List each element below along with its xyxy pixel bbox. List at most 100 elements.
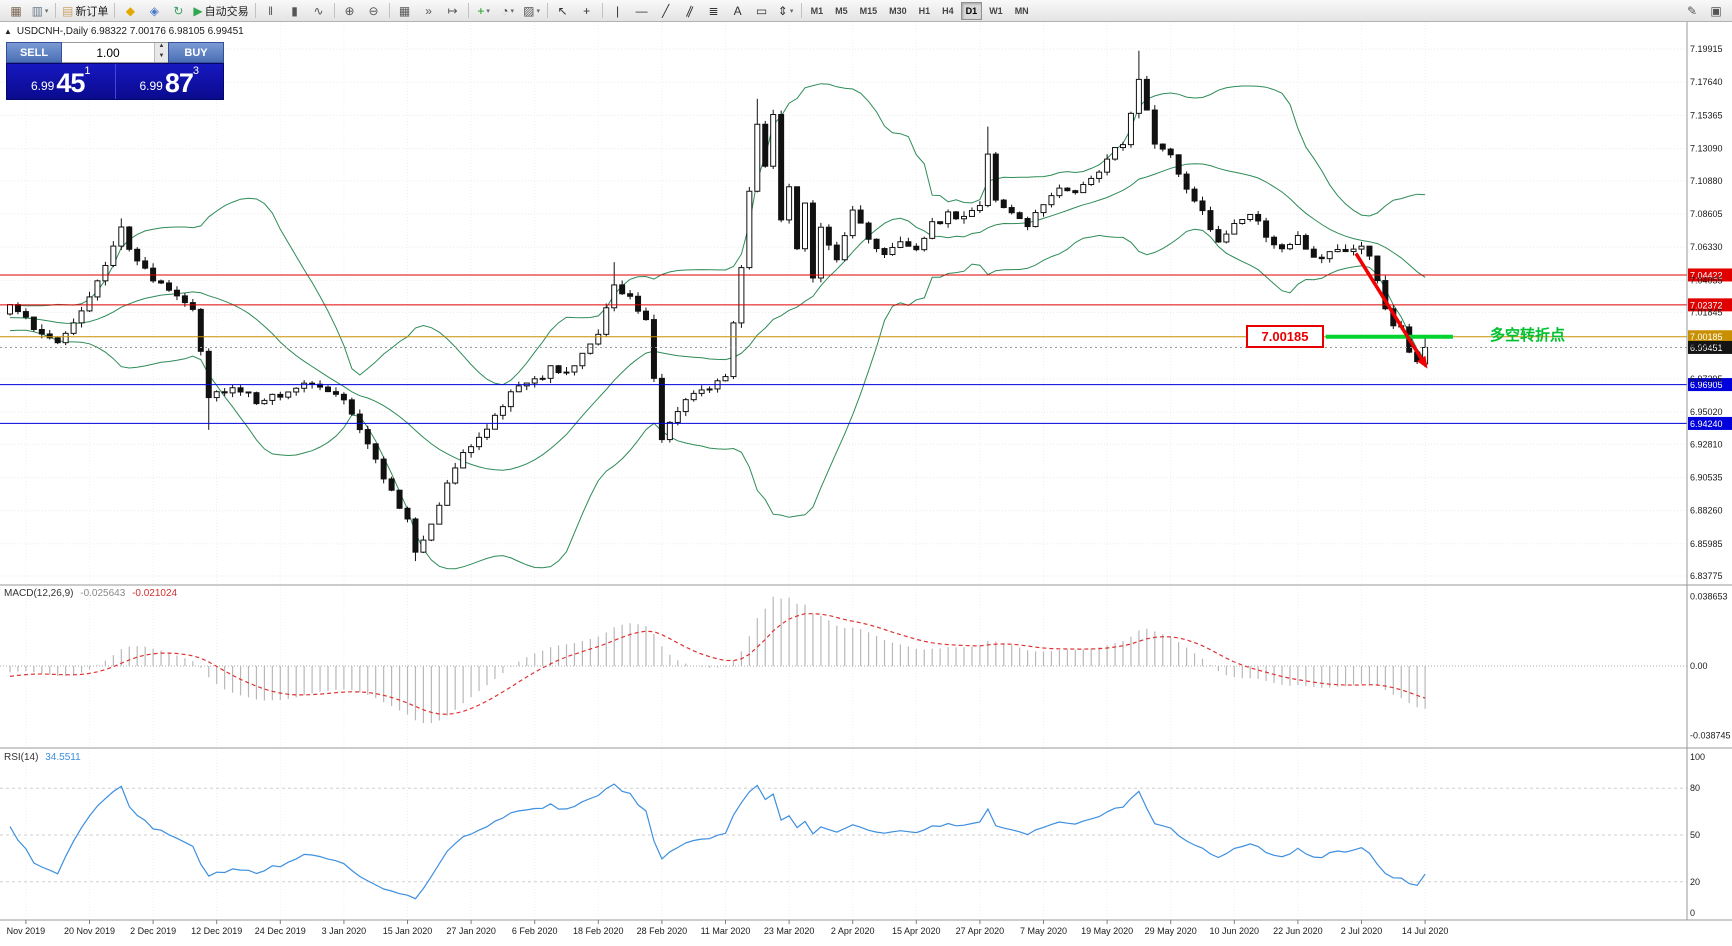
toolbar-separator: [114, 3, 116, 18]
timeframe-w1[interactable]: W1: [989, 5, 1003, 16]
svg-text:2 Jul 2020: 2 Jul 2020: [1341, 926, 1383, 936]
lot-decrease-button[interactable]: ▼: [155, 52, 168, 62]
price-annotation-label[interactable]: 7.00185: [1246, 325, 1324, 348]
new-order-button[interactable]: ▤ 新订单: [59, 1, 111, 21]
options-icon[interactable]: ◈: [142, 1, 166, 21]
auto-trading-button-label: 自动交易: [204, 5, 249, 18]
profiles-icon[interactable]: ▥ ▾: [28, 1, 52, 21]
svg-text:2 Dec 2019: 2 Dec 2019: [130, 926, 176, 936]
auto-scroll-icon[interactable]: »: [417, 1, 441, 21]
svg-text:15 Jan 2020: 15 Jan 2020: [383, 926, 433, 936]
annotations: [1325, 252, 1453, 369]
templates-icon[interactable]: ▨ ▾: [520, 1, 544, 21]
timeframe-bar: M1 M5 M15 M30 H1 H4 D1 W1 MN: [805, 0, 1035, 22]
svg-text:0.00: 0.00: [1690, 661, 1708, 671]
periods-icon: ◔: [501, 3, 509, 18]
timeframe-h4[interactable]: H4: [942, 5, 954, 16]
vertical-line-icon[interactable]: |: [606, 1, 630, 21]
fibonacci-icon: ≣: [708, 3, 719, 18]
chevron-down-icon: ▾: [536, 7, 540, 15]
timeframe-m30[interactable]: M30: [889, 5, 907, 16]
svg-text:7 May 2020: 7 May 2020: [1020, 926, 1067, 936]
new-chart-icon[interactable]: ▦: [4, 1, 28, 21]
new-order-button: ▤: [62, 3, 74, 18]
buy-price[interactable]: 6.99 87 3: [116, 64, 224, 99]
sell-price[interactable]: 6.99 45 1: [7, 64, 116, 99]
svg-text:7.17640: 7.17640: [1690, 77, 1723, 87]
tile-windows-icon[interactable]: ▦: [393, 1, 417, 21]
auto-trading-button[interactable]: ▶ 自动交易: [190, 1, 251, 21]
arrows-icon: ⇕: [777, 3, 788, 18]
timeframe-h1[interactable]: H1: [918, 5, 931, 16]
svg-text:29 May 2020: 29 May 2020: [1145, 926, 1197, 936]
metaeditor-icon[interactable]: ◆: [118, 1, 142, 21]
line-chart-icon: ∿: [313, 3, 324, 18]
zoom-out-icon[interactable]: ⊖: [362, 1, 386, 21]
collapse-panel-icon[interactable]: ▲: [4, 27, 12, 36]
line-chart-icon[interactable]: ∿: [307, 1, 331, 21]
svg-text:7.01845: 7.01845: [1690, 308, 1723, 318]
indicators-icon[interactable]: + ▾: [472, 1, 496, 21]
svg-text:24 Dec 2019: 24 Dec 2019: [255, 926, 306, 936]
trendline-icon[interactable]: ╱: [654, 1, 678, 21]
timeframe-m15[interactable]: M15: [859, 5, 878, 16]
svg-text:23 Mar 2020: 23 Mar 2020: [764, 926, 815, 936]
metaeditor-icon: ◆: [125, 3, 135, 18]
time-axis[interactable]: Nov 2019 20 Nov 2019 2 Dec 2019 12 Dec 2019…: [7, 920, 1449, 936]
zoom-in-icon[interactable]: ⊕: [338, 1, 362, 21]
price-axis[interactable]: 7.19915 7.17640 7.15365 7.13090 7.10880 7.086…: [1690, 44, 1731, 918]
svg-text:6.94240: 6.94240: [1690, 419, 1723, 429]
chart-shift-icon[interactable]: ↦: [441, 1, 465, 21]
pencil-icon: ✎: [1686, 3, 1698, 18]
candlestick-icon[interactable]: ▮: [283, 1, 307, 21]
svg-text:20 Nov 2019: 20 Nov 2019: [64, 926, 115, 936]
text-icon: A: [733, 3, 742, 18]
svg-text:27 Apr 2020: 27 Apr 2020: [956, 926, 1005, 936]
trend-arrow[interactable]: [1354, 252, 1425, 363]
text-label-icon[interactable]: ▭: [750, 1, 774, 21]
text-icon[interactable]: A: [726, 1, 750, 21]
horizontal-lines: 7.04422 7.02372 7.00185 6.96905 6.94240 6.994…: [0, 268, 1732, 430]
svg-text:0.038653: 0.038653: [1690, 592, 1728, 602]
options-icon: ◈: [149, 3, 159, 18]
lot-increase-button[interactable]: ▲: [155, 43, 168, 53]
svg-text:6.99451: 6.99451: [1690, 343, 1723, 353]
channel-icon: ∥: [683, 2, 696, 19]
svg-text:6.95020: 6.95020: [1690, 407, 1723, 417]
svg-text:7.00185: 7.00185: [1690, 332, 1723, 342]
periods-icon[interactable]: ◔ ▾: [496, 1, 520, 21]
fibonacci-icon[interactable]: ≣: [702, 1, 726, 21]
turning-point-annotation[interactable]: 多空转折点: [1490, 327, 1566, 344]
lot-input[interactable]: [62, 43, 154, 62]
buy-button[interactable]: BUY: [168, 42, 224, 63]
sell-price-big: 45: [56, 68, 85, 98]
svg-text:50: 50: [1690, 830, 1700, 840]
cursor-icon[interactable]: ↖: [551, 1, 575, 21]
lot-spinner: ▲ ▼: [154, 43, 168, 62]
buy-price-prefix: 6.99: [139, 79, 163, 93]
pencil-icon[interactable]: ✎: [1680, 1, 1704, 21]
toolbar-separator: [800, 3, 802, 18]
crosshair-icon[interactable]: +: [575, 1, 599, 21]
timeframe-mn[interactable]: MN: [1014, 5, 1029, 16]
svg-text:10 Jun 2020: 10 Jun 2020: [1210, 926, 1260, 936]
sell-button[interactable]: SELL: [6, 42, 62, 63]
timeframe-m1[interactable]: M1: [810, 5, 824, 16]
horizontal-line-icon: ―: [635, 3, 648, 18]
vertical-line-icon: |: [616, 3, 620, 18]
chevron-down-icon: ▾: [510, 7, 514, 15]
timeframe-m5[interactable]: M5: [835, 5, 848, 16]
refresh-icon[interactable]: ↻: [166, 1, 190, 21]
panels-icon[interactable]: ▣: [1704, 1, 1728, 21]
toolbar-right: ✎ ▣: [1680, 0, 1728, 22]
channel-icon[interactable]: ∥: [678, 1, 702, 21]
new-order-button-label: 新订单: [75, 5, 109, 18]
horizontal-line-icon[interactable]: ―: [630, 1, 654, 21]
profiles-icon: ▥: [31, 3, 43, 18]
bar-chart-icon[interactable]: ‖: [259, 1, 283, 21]
svg-text:7.15365: 7.15365: [1690, 110, 1723, 120]
arrows-icon[interactable]: ⇕ ▾: [774, 1, 798, 21]
timeframe-d1[interactable]: D1: [960, 1, 983, 20]
svg-text:6.92810: 6.92810: [1690, 439, 1723, 449]
